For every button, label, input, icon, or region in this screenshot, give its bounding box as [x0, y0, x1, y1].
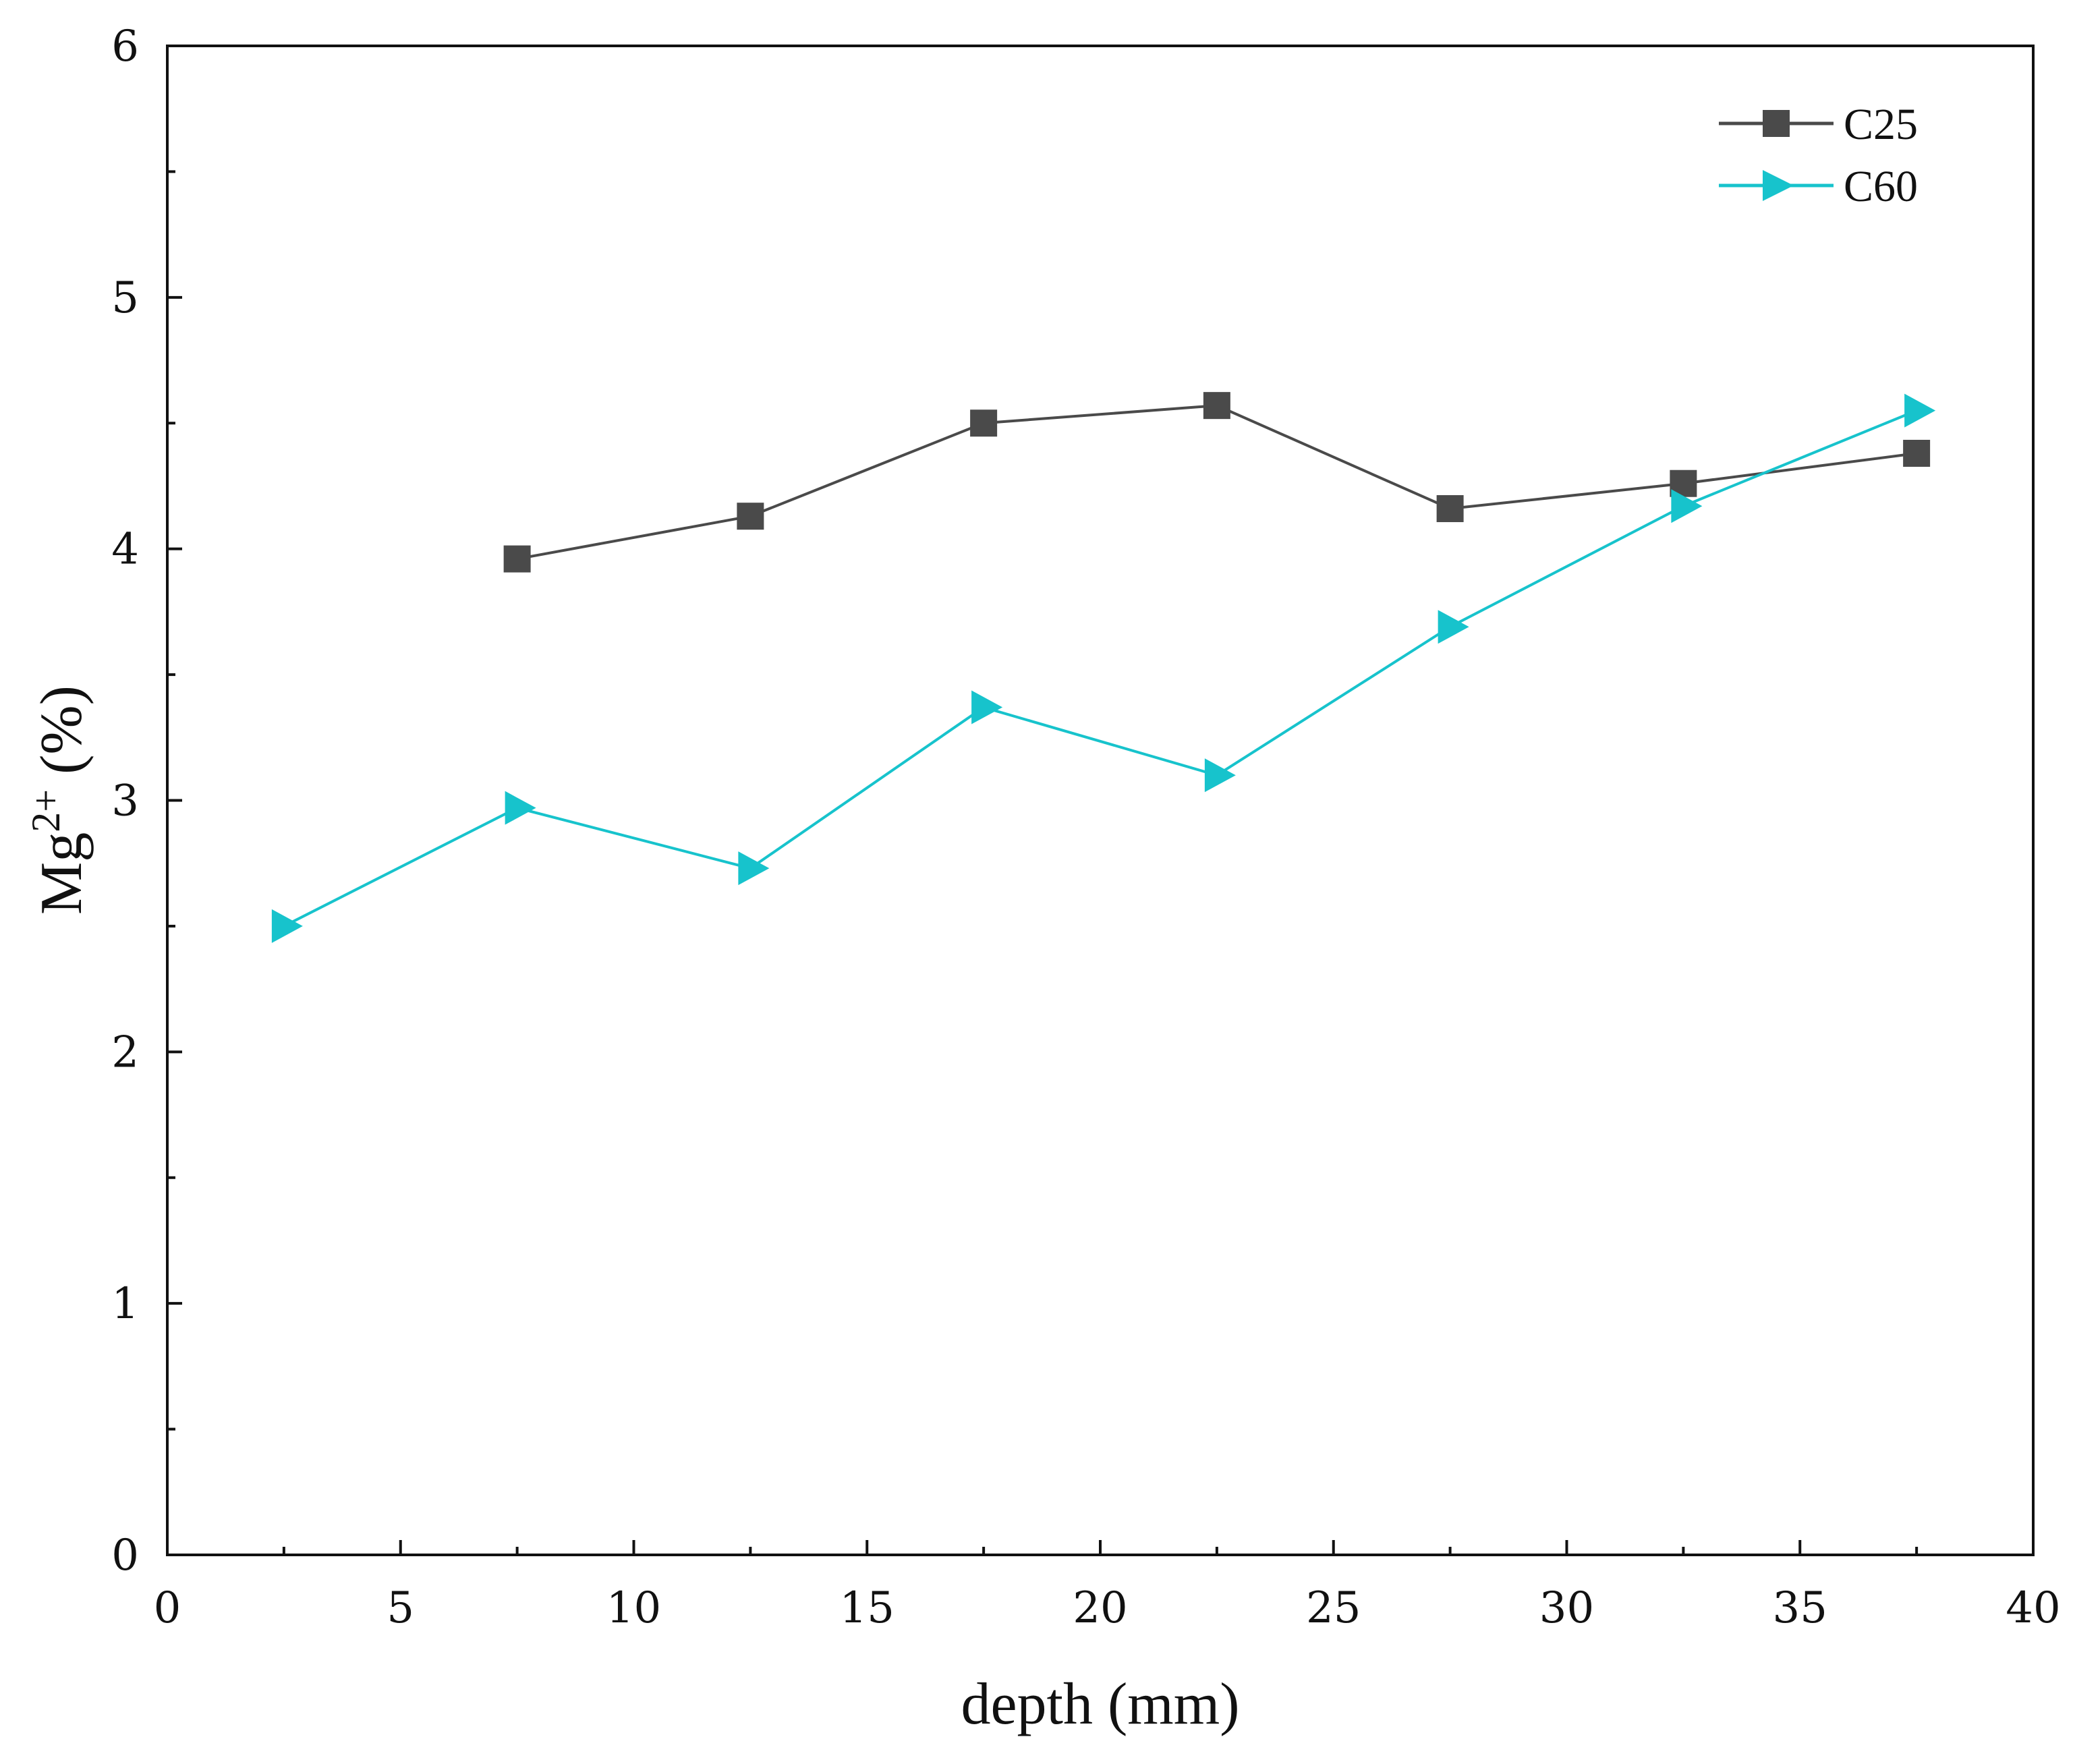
y-tick-label: 2 [111, 1027, 139, 1077]
series-c60 [271, 393, 1936, 943]
legend-marker-c60 [1763, 170, 1794, 201]
data-point-c25 [1436, 495, 1464, 523]
legend-label-c60: C60 [1844, 162, 1918, 211]
series-line-c25 [517, 404, 1917, 561]
y-tick-label: 0 [111, 1531, 139, 1581]
legend-entry-c25: C25 [1719, 100, 1918, 149]
data-point-c60 [971, 690, 1003, 724]
plot-frame [166, 45, 2035, 1556]
series-c25 [503, 392, 1931, 573]
x-tick-label: 40 [2006, 1583, 2060, 1633]
legend: C25 C60 [1719, 100, 1918, 211]
series-layer [271, 392, 1936, 943]
data-point-c60 [1204, 758, 1236, 793]
series-line-c60 [283, 409, 1917, 928]
data-point-c25 [970, 409, 998, 437]
x-tick-label: 25 [1306, 1583, 1361, 1633]
y-tick-label: 5 [111, 273, 139, 323]
y-tick-label: 4 [111, 525, 139, 575]
data-point-c60 [1438, 610, 1469, 644]
data-point-c25 [737, 503, 764, 530]
legend-marker-c25 [1763, 110, 1790, 137]
data-point-c60 [1904, 393, 1936, 428]
x-axis: 0 5 10 15 20 25 30 35 40 [154, 1540, 2061, 1633]
y-axis-label-base: Mg [29, 832, 94, 915]
legend-entry-c60: C60 [1719, 162, 1918, 211]
y-axis: 0 1 2 3 4 5 6 [111, 22, 182, 1581]
data-point-c25 [1903, 439, 1931, 467]
y-tick-label: 3 [111, 776, 139, 826]
data-point-c60 [505, 791, 536, 825]
y-tick-label: 6 [111, 22, 139, 72]
x-tick-label: 15 [840, 1583, 894, 1633]
data-point-c60 [1671, 489, 1703, 523]
data-point-c25 [1203, 392, 1230, 420]
data-point-c60 [738, 851, 770, 886]
data-point-c25 [503, 545, 531, 573]
x-tick-label: 5 [387, 1583, 414, 1633]
y-axis-label-suffix: (%) [29, 685, 94, 789]
x-tick-label: 30 [1539, 1583, 1594, 1633]
y-axis-label-superscript: 2+ [24, 789, 68, 832]
x-tick-label: 0 [154, 1583, 181, 1633]
x-tick-label: 20 [1073, 1583, 1127, 1633]
x-axis-label: depth (mm) [961, 1672, 1239, 1737]
x-tick-label: 35 [1773, 1583, 1827, 1633]
y-axis-label: Mg2+ (%) [24, 685, 94, 915]
data-point-c60 [271, 909, 303, 943]
legend-label-c25: C25 [1844, 100, 1918, 149]
x-tick-label: 10 [606, 1583, 661, 1633]
y-tick-label: 1 [111, 1279, 139, 1329]
